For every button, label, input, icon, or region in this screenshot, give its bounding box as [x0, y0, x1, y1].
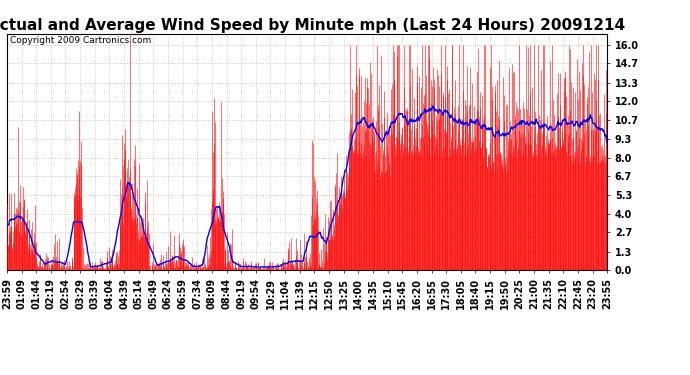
- Title: Actual and Average Wind Speed by Minute mph (Last 24 Hours) 20091214: Actual and Average Wind Speed by Minute …: [0, 18, 626, 33]
- Text: Copyright 2009 Cartronics.com: Copyright 2009 Cartronics.com: [10, 36, 151, 45]
